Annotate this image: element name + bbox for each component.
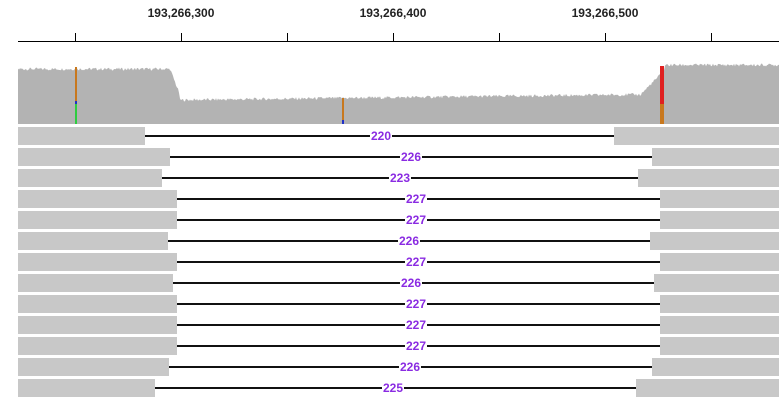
ruler-tick	[605, 33, 606, 42]
ruler-tick	[499, 33, 500, 42]
read-aligned-block[interactable]	[18, 295, 177, 313]
coverage-histogram	[18, 63, 779, 124]
mismatch-bar[interactable]	[75, 67, 77, 101]
read-aligned-block[interactable]	[654, 274, 779, 292]
read-aligned-block[interactable]	[650, 232, 779, 250]
read-aligned-block[interactable]	[652, 148, 779, 166]
junction-gap-label: 227	[404, 254, 428, 270]
split-read-row[interactable]: 226	[0, 274, 779, 292]
alignment-track[interactable]: 220 226 223 227 227 226 227 226 227 227 227 226 225	[0, 127, 779, 397]
ruler-tick	[75, 33, 76, 42]
read-aligned-block[interactable]	[638, 169, 779, 187]
mismatch-bar[interactable]	[75, 104, 77, 124]
split-read-row[interactable]: 226	[0, 232, 779, 250]
read-aligned-block[interactable]	[18, 337, 177, 355]
ruler-axis-line	[18, 41, 779, 42]
read-aligned-block[interactable]	[636, 379, 779, 397]
split-read-row[interactable]: 226	[0, 358, 779, 376]
mismatch-bar[interactable]	[660, 104, 664, 124]
split-read-row[interactable]: 227	[0, 211, 779, 229]
split-read-row[interactable]: 223	[0, 169, 779, 187]
junction-gap-label: 220	[369, 128, 393, 144]
junction-gap-label: 227	[404, 338, 428, 354]
junction-gap-label: 227	[404, 296, 428, 312]
split-read-row[interactable]: 227	[0, 253, 779, 271]
read-aligned-block[interactable]	[660, 295, 779, 313]
genomic-ruler: 193,266,300 193,266,400 193,266,500	[0, 0, 779, 50]
junction-gap-label: 226	[398, 359, 422, 375]
junction-gap-label: 226	[399, 149, 423, 165]
split-read-row[interactable]: 226	[0, 148, 779, 166]
read-aligned-block[interactable]	[18, 232, 168, 250]
read-aligned-block[interactable]	[18, 211, 177, 229]
read-aligned-block[interactable]	[660, 190, 779, 208]
read-aligned-block[interactable]	[652, 358, 779, 376]
read-aligned-block[interactable]	[660, 316, 779, 334]
read-aligned-block[interactable]	[18, 190, 177, 208]
split-read-row[interactable]: 227	[0, 190, 779, 208]
junction-gap-label: 227	[404, 317, 428, 333]
split-read-row[interactable]: 227	[0, 337, 779, 355]
mismatch-markers	[75, 66, 664, 124]
ruler-tick	[711, 33, 712, 42]
read-aligned-block[interactable]	[18, 316, 177, 334]
split-read-row[interactable]: 225	[0, 379, 779, 397]
mismatch-bar[interactable]	[660, 66, 664, 104]
mismatch-bar[interactable]	[342, 120, 344, 124]
read-aligned-block[interactable]	[18, 358, 169, 376]
ruler-tick	[287, 33, 288, 42]
ruler-tick	[181, 33, 182, 42]
read-aligned-block[interactable]	[18, 169, 162, 187]
ruler-position-label: 193,266,400	[359, 6, 427, 20]
read-aligned-block[interactable]	[18, 274, 173, 292]
ruler-position-label: 193,266,300	[147, 6, 215, 20]
read-aligned-block[interactable]	[18, 379, 155, 397]
read-aligned-block[interactable]	[18, 148, 170, 166]
mismatch-bar[interactable]	[75, 101, 77, 104]
junction-gap-label: 226	[397, 233, 421, 249]
read-aligned-block[interactable]	[660, 211, 779, 229]
split-read-row[interactable]: 227	[0, 316, 779, 334]
ruler-tick	[393, 33, 394, 42]
read-aligned-block[interactable]	[614, 127, 779, 145]
ruler-position-label: 193,266,500	[571, 6, 639, 20]
read-aligned-block[interactable]	[18, 127, 145, 145]
junction-gap-label: 225	[381, 380, 405, 396]
read-aligned-block[interactable]	[18, 253, 177, 271]
split-read-row[interactable]: 227	[0, 295, 779, 313]
split-read-row[interactable]: 220	[0, 127, 779, 145]
read-aligned-block[interactable]	[660, 253, 779, 271]
read-aligned-block[interactable]	[660, 337, 779, 355]
coverage-track[interactable]	[0, 56, 779, 124]
junction-gap-label: 226	[399, 275, 423, 291]
junction-gap-label: 227	[404, 212, 428, 228]
junction-gap-label: 227	[404, 191, 428, 207]
mismatch-bar[interactable]	[342, 98, 344, 120]
junction-gap-label: 223	[388, 170, 412, 186]
